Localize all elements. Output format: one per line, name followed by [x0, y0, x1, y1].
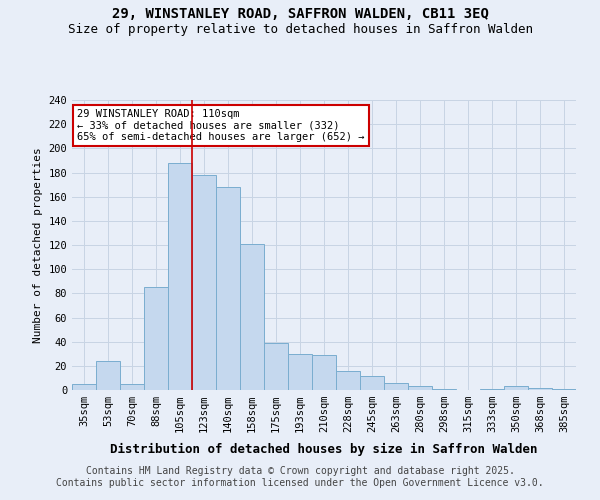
- Bar: [264, 343, 288, 390]
- Bar: [192, 175, 216, 390]
- Bar: [312, 355, 336, 390]
- Bar: [480, 389, 504, 390]
- Text: 29, WINSTANLEY ROAD, SAFFRON WALDEN, CB11 3EQ: 29, WINSTANLEY ROAD, SAFFRON WALDEN, CB1…: [112, 8, 488, 22]
- Bar: [336, 370, 360, 390]
- Text: Contains HM Land Registry data © Crown copyright and database right 2025.
Contai: Contains HM Land Registry data © Crown c…: [56, 466, 544, 487]
- Bar: [168, 163, 192, 390]
- Bar: [120, 384, 144, 390]
- Bar: [288, 354, 312, 390]
- Text: 29 WINSTANLEY ROAD: 110sqm
← 33% of detached houses are smaller (332)
65% of sem: 29 WINSTANLEY ROAD: 110sqm ← 33% of deta…: [77, 108, 365, 142]
- Bar: [552, 389, 576, 390]
- Bar: [360, 376, 384, 390]
- Text: Distribution of detached houses by size in Saffron Walden: Distribution of detached houses by size …: [110, 442, 538, 456]
- Bar: [384, 383, 408, 390]
- Bar: [528, 388, 552, 390]
- Bar: [504, 386, 528, 390]
- Bar: [240, 244, 264, 390]
- Bar: [96, 361, 120, 390]
- Text: Size of property relative to detached houses in Saffron Walden: Size of property relative to detached ho…: [67, 22, 533, 36]
- Bar: [144, 288, 168, 390]
- Y-axis label: Number of detached properties: Number of detached properties: [33, 147, 43, 343]
- Bar: [216, 187, 240, 390]
- Bar: [72, 384, 96, 390]
- Bar: [432, 389, 456, 390]
- Bar: [408, 386, 432, 390]
